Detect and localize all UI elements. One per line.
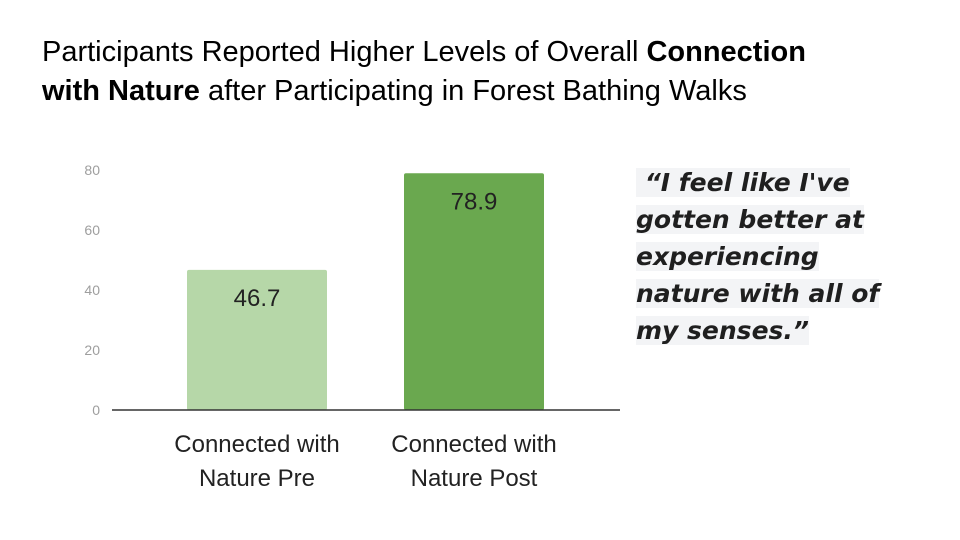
y-tick-label: 80	[84, 162, 100, 178]
x-category-label: Connected with	[174, 431, 339, 458]
x-category-label: Connected with	[391, 431, 556, 458]
title-text-part2: after Participating in Forest Bathing Wa…	[199, 75, 747, 107]
x-category-label: Nature Post	[411, 465, 538, 492]
bar	[187, 269, 327, 410]
y-tick-label: 20	[84, 342, 100, 358]
bar	[404, 173, 544, 410]
quote-text: “I feel like I've gotten better at exper…	[636, 168, 880, 345]
title-text-part1: Participants Reported Higher Levels of O…	[42, 36, 647, 68]
y-tick-label: 40	[84, 282, 100, 298]
title-bold-part1: Connection	[646, 36, 806, 68]
y-tick-label: 0	[92, 402, 100, 418]
x-category-label: Nature Pre	[199, 465, 315, 492]
slide-title: Participants Reported Higher Levels of O…	[42, 33, 942, 111]
bar-data-label: 46.7	[234, 285, 281, 312]
bar-data-label: 78.9	[451, 188, 498, 215]
quote-block: “I feel like I've gotten better at exper…	[636, 164, 906, 349]
y-tick-label: 60	[84, 222, 100, 238]
title-bold-part2: with Nature	[42, 75, 200, 107]
